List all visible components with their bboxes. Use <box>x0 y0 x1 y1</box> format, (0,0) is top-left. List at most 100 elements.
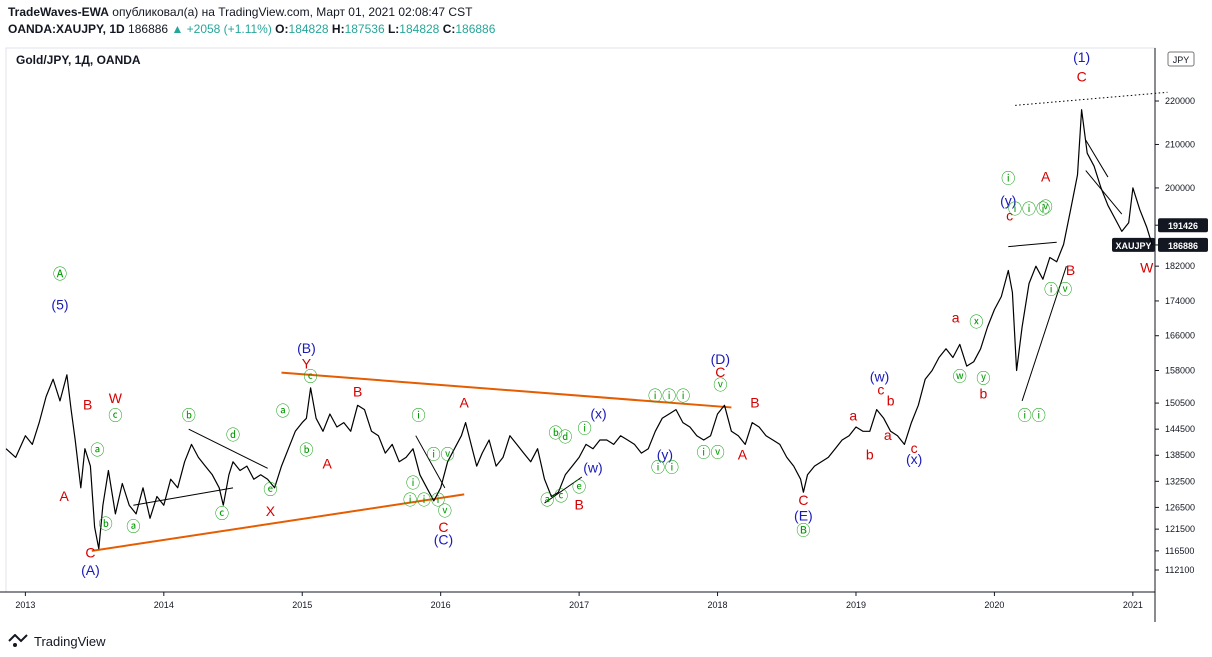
wave-label: ⓒ <box>215 505 229 521</box>
wave-label: B <box>83 397 92 413</box>
wave-label: ⓐ <box>540 492 554 508</box>
y-tick-label: 150500 <box>1165 398 1195 408</box>
trendline[interactable] <box>1008 241 1057 248</box>
symbol-name[interactable]: OANDA:XAUJPY, 1D <box>8 22 125 36</box>
wave-label: ⓑ <box>99 516 113 532</box>
wave-label: A <box>460 394 470 410</box>
wave-label: c <box>1006 208 1013 224</box>
wave-label: (A) <box>81 562 100 578</box>
trendline[interactable] <box>188 428 268 469</box>
x-tick-label: 2021 <box>1123 600 1143 610</box>
chart-area[interactable]: JPY 220000 210000 200000 191426 186886 XAUJPY 1… <box>0 44 1212 632</box>
wave-label: ⓘⓘⓘ <box>648 388 690 404</box>
wave-label: B <box>1066 262 1075 278</box>
wave-label: (C) <box>434 531 453 547</box>
y-tick-label: 138500 <box>1165 450 1195 460</box>
wave-label: B <box>353 384 362 400</box>
x-tick-label: 2017 <box>569 600 589 610</box>
high-value: 187536 <box>344 22 385 36</box>
wave-label: ⓐ <box>276 403 290 419</box>
trendline[interactable] <box>1085 170 1123 215</box>
price-series-line[interactable] <box>5 109 1153 550</box>
x-tick-label: 2018 <box>708 600 728 610</box>
trendline[interactable] <box>1085 139 1109 178</box>
wave-label: Y <box>302 355 312 371</box>
y-tick-label: 182000 <box>1165 261 1195 271</box>
wave-label: (x) <box>590 405 606 421</box>
wave-label: A <box>738 447 748 463</box>
trendline[interactable] <box>544 476 583 504</box>
price-tag-label: 186886 <box>1168 241 1198 251</box>
wave-label: W <box>109 390 123 406</box>
y-tick-label: 200000 <box>1165 183 1195 193</box>
x-tick-label: 2016 <box>431 600 451 610</box>
y-tick-label: 112100 <box>1165 565 1194 575</box>
publish-line: TradeWaves-EWA опубликовал(а) на Trading… <box>8 4 1158 21</box>
wave-label: Ⓑ <box>796 523 810 539</box>
wave-label: ⓑ <box>549 425 563 441</box>
wave-label: ⓑ <box>299 442 313 458</box>
y-tick-label: 144500 <box>1165 424 1195 434</box>
trendline[interactable] <box>1015 91 1168 106</box>
tradingview-logo-icon[interactable] <box>8 634 28 648</box>
wave-label: a <box>849 407 857 423</box>
wave-label: ⓘ <box>578 421 592 437</box>
wave-label: (y) <box>1000 192 1016 208</box>
wave-label: Ⓐ <box>53 266 67 282</box>
wave-label: (D) <box>711 351 730 367</box>
wave-label: C <box>715 364 725 380</box>
wave-label: ⓔ <box>572 479 586 495</box>
open-value: 184828 <box>288 22 329 36</box>
wave-label: ⓓ <box>558 429 572 445</box>
wave-label: ⓐ <box>126 518 140 534</box>
footer-brand[interactable]: TradingView <box>34 633 106 649</box>
trendline[interactable] <box>415 435 446 489</box>
trendline[interactable] <box>281 371 732 409</box>
trendline[interactable] <box>133 487 234 506</box>
wave-label: C <box>798 492 808 508</box>
y-tick-label: 121500 <box>1165 524 1195 534</box>
open-label: O: <box>275 22 289 36</box>
price-tag-bg <box>1158 218 1208 233</box>
wave-label: ⓒ <box>108 407 122 423</box>
wave-label: B <box>750 394 759 410</box>
trendline[interactable] <box>1021 266 1067 402</box>
x-tick-label: 2019 <box>846 600 866 610</box>
wave-label: ⓘ <box>412 407 426 423</box>
x-tick-label: 2013 <box>15 600 35 610</box>
y-tick-label: 116500 <box>1165 546 1194 556</box>
wave-label: A <box>59 488 69 504</box>
author-name[interactable]: TradeWaves-EWA <box>8 5 109 19</box>
wave-label: ⓨ <box>976 371 990 387</box>
wave-label: ⓥ <box>713 377 727 393</box>
symbol-tag-bg <box>1112 237 1155 252</box>
high-label: H: <box>331 22 345 36</box>
close-label: C: <box>442 22 456 36</box>
wave-label: (1) <box>1073 49 1090 65</box>
wave-label: ⓘⓘⓘ <box>403 492 445 508</box>
price-change: ▲ +2058 (+1.11%) <box>171 22 272 36</box>
x-tick-label: 2014 <box>154 600 174 610</box>
y-tick-label: 132500 <box>1165 476 1195 486</box>
wave-label: ⓔ <box>263 481 277 497</box>
currency-box <box>1167 51 1195 67</box>
wave-label: C <box>1077 68 1087 84</box>
wave-label: a <box>952 310 960 326</box>
wave-label: B <box>574 497 583 513</box>
wave-label: C <box>85 544 95 560</box>
wave-label: A <box>1041 168 1051 184</box>
ohlc-line: OANDA:XAUJPY, 1D 186886 ▲ +2058 (+1.11%)… <box>8 21 1158 38</box>
x-tick-label: 2015 <box>292 600 312 610</box>
wave-label: ⓒ <box>304 368 318 384</box>
wave-label: ⓥ <box>438 503 452 519</box>
wave-label: (B) <box>297 340 316 356</box>
y-tick-label: 166000 <box>1165 331 1195 341</box>
price-tag-bg <box>1158 237 1208 252</box>
price-tag-label: 191426 <box>1168 221 1198 231</box>
wave-label: (y) <box>657 447 673 463</box>
wave-label: c <box>911 440 918 456</box>
price-chart[interactable]: JPY 220000 210000 200000 191426 186886 XAUJPY 1… <box>0 44 1212 632</box>
wave-label: ⓘⓥ <box>697 444 725 460</box>
trendline[interactable] <box>91 493 465 552</box>
wave-label: b <box>979 386 987 402</box>
